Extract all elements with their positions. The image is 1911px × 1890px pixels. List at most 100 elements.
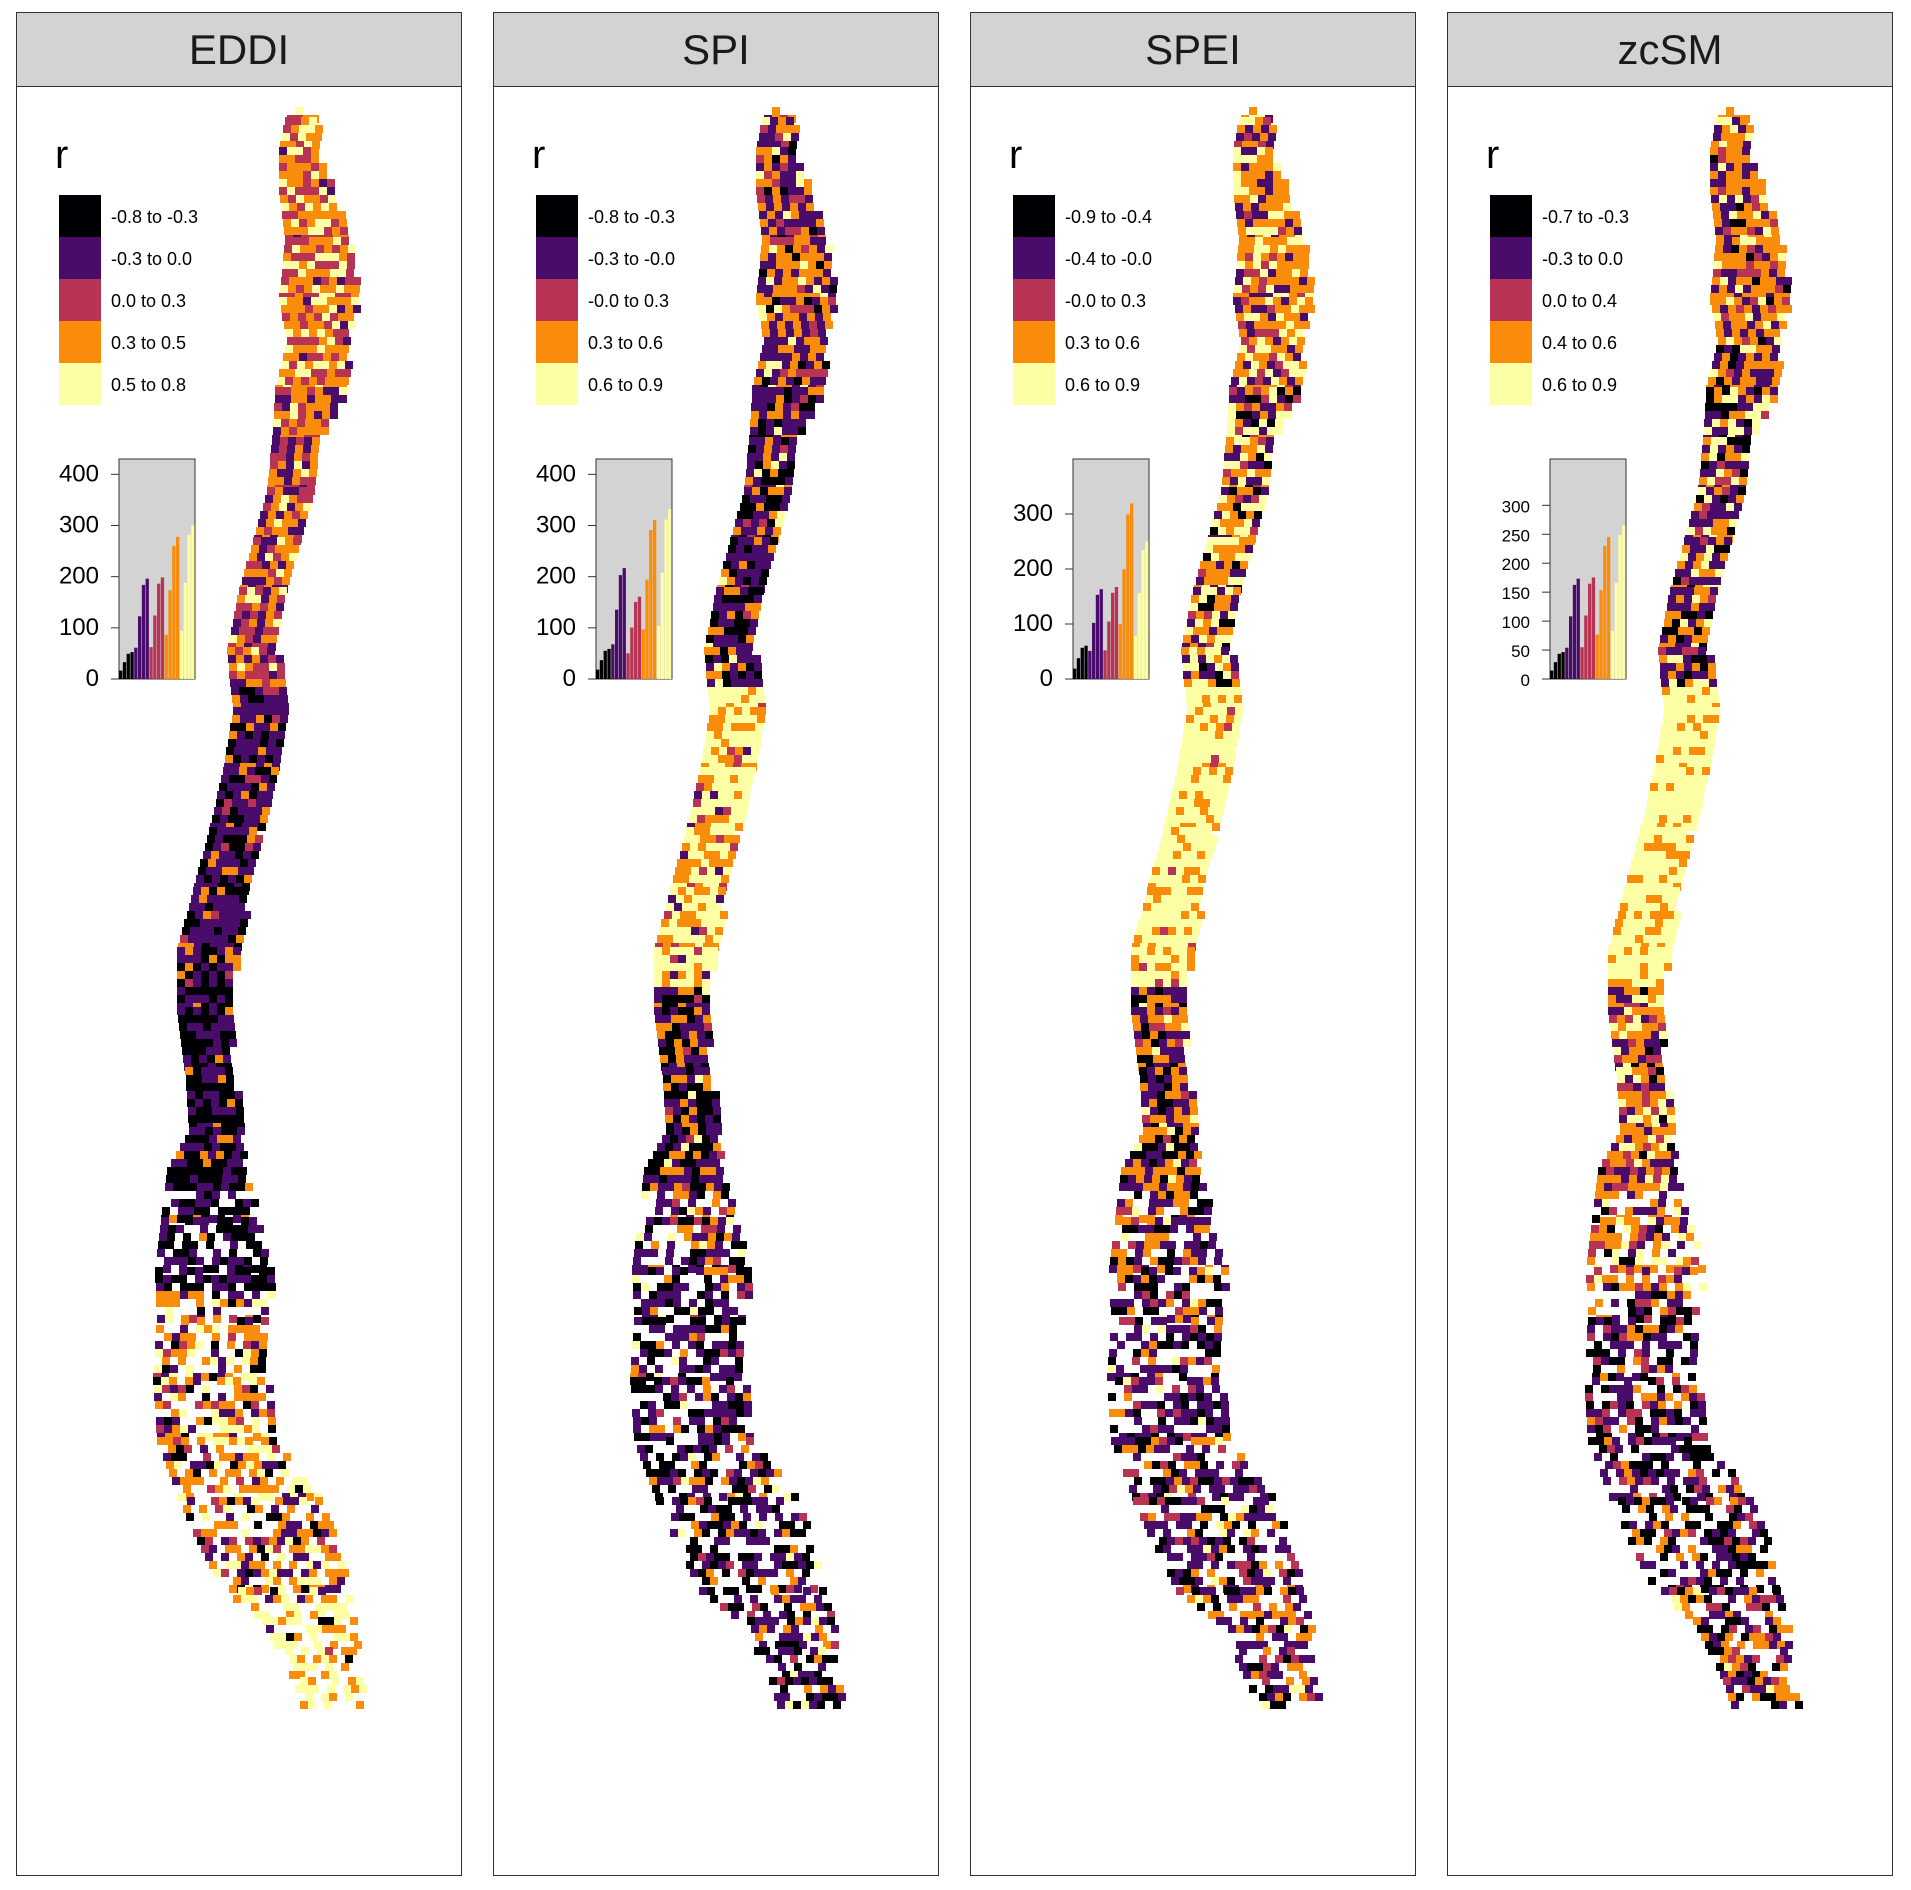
map-cell bbox=[1175, 1039, 1183, 1047]
histogram-bar bbox=[119, 670, 123, 679]
map-cell bbox=[756, 187, 764, 195]
map-cell bbox=[1180, 1513, 1188, 1521]
map-cell bbox=[678, 1377, 686, 1385]
map-cell bbox=[1263, 1569, 1271, 1577]
map-cell bbox=[1279, 237, 1287, 245]
map-cell bbox=[1204, 1513, 1212, 1521]
map-cell bbox=[334, 1611, 342, 1619]
map-cell bbox=[734, 791, 742, 799]
map-cell bbox=[1302, 321, 1310, 329]
map-cell bbox=[1251, 427, 1259, 435]
map-cell bbox=[192, 919, 200, 927]
map-cell bbox=[1206, 1333, 1214, 1341]
map-cell bbox=[1131, 1469, 1139, 1477]
map-cell bbox=[197, 1039, 205, 1047]
map-cell bbox=[246, 1587, 254, 1595]
map-cell bbox=[1269, 261, 1277, 269]
map-cell bbox=[1264, 453, 1272, 461]
map-cell bbox=[211, 1409, 219, 1417]
map-cell bbox=[1268, 1493, 1276, 1501]
map-cell bbox=[739, 1461, 747, 1469]
map-cell bbox=[761, 321, 769, 329]
map-cell bbox=[209, 1215, 217, 1223]
map-cell bbox=[1183, 1433, 1191, 1441]
map-cell bbox=[677, 919, 685, 927]
map-cell bbox=[646, 1469, 654, 1477]
map-cell bbox=[183, 1505, 191, 1513]
map-cell bbox=[1180, 1015, 1188, 1023]
map-cell bbox=[324, 321, 332, 329]
map-cell bbox=[681, 1283, 689, 1291]
map-cell bbox=[772, 1485, 780, 1493]
map-cell bbox=[1154, 1151, 1162, 1159]
map-cell bbox=[212, 1325, 220, 1333]
histogram-bar bbox=[645, 579, 649, 679]
map-cell bbox=[1275, 1545, 1283, 1553]
map-cell bbox=[1215, 537, 1223, 545]
map-cell bbox=[774, 1469, 782, 1477]
map-cell bbox=[759, 577, 767, 585]
map-cell bbox=[282, 313, 290, 321]
map-cell bbox=[1195, 1217, 1203, 1225]
map-cell bbox=[1179, 979, 1187, 987]
map-cell bbox=[1161, 1505, 1169, 1513]
map-cell bbox=[276, 739, 284, 747]
map-cell bbox=[785, 227, 793, 235]
map-cell bbox=[153, 1377, 161, 1385]
map-cell bbox=[1142, 1115, 1150, 1123]
map-cell bbox=[1244, 211, 1252, 219]
map-cell bbox=[1216, 1461, 1224, 1469]
map-cell bbox=[1267, 305, 1275, 313]
map-cell bbox=[250, 1393, 258, 1401]
map-cell bbox=[704, 1099, 712, 1107]
map-cell bbox=[193, 995, 201, 1003]
map-cell bbox=[1281, 179, 1289, 187]
map-cell bbox=[753, 477, 761, 485]
map-cell bbox=[816, 261, 824, 269]
map-cell bbox=[760, 545, 768, 553]
map-cell bbox=[297, 1529, 305, 1537]
map-cell bbox=[708, 1233, 716, 1241]
map-cell bbox=[223, 1167, 231, 1175]
map-cell bbox=[265, 553, 273, 561]
map-cell bbox=[1177, 835, 1185, 843]
map-cell bbox=[337, 361, 345, 369]
map-cell bbox=[217, 1007, 225, 1015]
map-cell bbox=[241, 1561, 249, 1569]
map-cell bbox=[670, 1067, 678, 1075]
map-cell bbox=[1182, 1299, 1190, 1307]
map-cell bbox=[800, 395, 808, 403]
map-cell bbox=[223, 767, 231, 775]
map-cell bbox=[791, 1493, 799, 1501]
map-cell bbox=[179, 1267, 187, 1275]
map-cell bbox=[1165, 1099, 1173, 1107]
map-cell bbox=[1191, 671, 1199, 679]
panel-spi: SPI r -0.8 to -0.3 -0.3 to -0.0 -0.0 to … bbox=[493, 12, 939, 1876]
map-cell bbox=[217, 1067, 225, 1075]
map-cell bbox=[788, 187, 796, 195]
map-cell bbox=[1214, 569, 1222, 577]
map-cell bbox=[1119, 1183, 1127, 1191]
map-cell bbox=[1149, 1023, 1157, 1031]
map-cell bbox=[765, 285, 773, 293]
map-cell bbox=[205, 1039, 213, 1047]
map-cell bbox=[318, 1521, 326, 1529]
histogram-bar bbox=[630, 627, 634, 679]
map-cell bbox=[1117, 1199, 1125, 1207]
map-cell bbox=[290, 1641, 298, 1649]
map-cell bbox=[1131, 947, 1139, 955]
map-cell bbox=[262, 1617, 270, 1625]
map-cell bbox=[1188, 1393, 1196, 1401]
map-cell bbox=[207, 1485, 215, 1493]
map-cell bbox=[782, 1545, 790, 1553]
map-cell bbox=[814, 361, 822, 369]
map-cell bbox=[1188, 1385, 1196, 1393]
map-cell bbox=[1159, 1317, 1167, 1325]
map-cell bbox=[328, 195, 336, 203]
map-cell bbox=[219, 1401, 227, 1409]
map-cell bbox=[235, 1453, 243, 1461]
map-cell bbox=[209, 987, 217, 995]
map-cell bbox=[750, 427, 758, 435]
map-cell bbox=[227, 1267, 235, 1275]
map-cell bbox=[1229, 387, 1237, 395]
